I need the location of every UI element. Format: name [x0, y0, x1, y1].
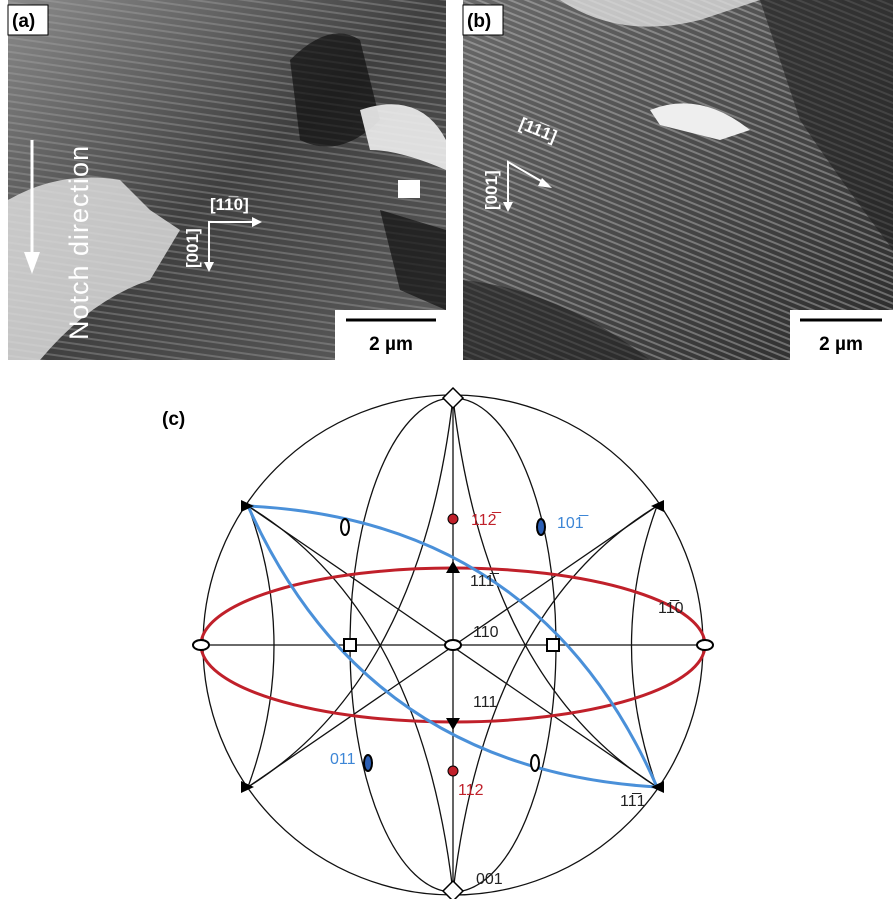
pole-label: 011	[330, 751, 356, 768]
direction-label: [11̅0]	[210, 195, 249, 214]
pole-label: 111	[473, 694, 497, 711]
pole-dot	[448, 514, 458, 524]
notch-label: Notch direction	[64, 145, 94, 340]
pole-square	[547, 639, 559, 651]
panel-label: (a)	[12, 11, 35, 32]
pole-label: 112	[458, 782, 484, 799]
pole-ellipse	[537, 519, 545, 535]
figure: (a) Notch direction [11̅0] [001] 2 µm (b…	[0, 0, 893, 899]
pole-label: 11̅1	[620, 792, 646, 810]
pole-label: 101̅	[557, 514, 589, 532]
direction-label: [001]	[482, 170, 501, 210]
panel-label: (c)	[162, 409, 185, 430]
sem-blob	[398, 180, 420, 198]
scale-label: 2 µm	[819, 334, 863, 355]
pole-ellipse	[364, 755, 372, 771]
stereographic-projection	[193, 388, 713, 899]
pole-dot	[448, 766, 458, 776]
direction-label: [001]	[183, 228, 202, 268]
pole-ellipse	[531, 755, 539, 771]
pole-ellipse	[445, 640, 461, 650]
pole-square	[344, 639, 356, 651]
panel-label: (b)	[467, 11, 491, 32]
panel-b	[463, 0, 893, 360]
pole-label: 001	[476, 871, 503, 888]
pole-ellipse	[697, 640, 713, 650]
pole-label: 110	[473, 624, 499, 641]
pole-label: 112̅	[471, 511, 502, 529]
pole-ellipse	[193, 640, 209, 650]
pole-label: 11̅0	[658, 599, 684, 617]
scale-label: 2 µm	[369, 334, 413, 355]
pole-ellipse	[341, 519, 349, 535]
